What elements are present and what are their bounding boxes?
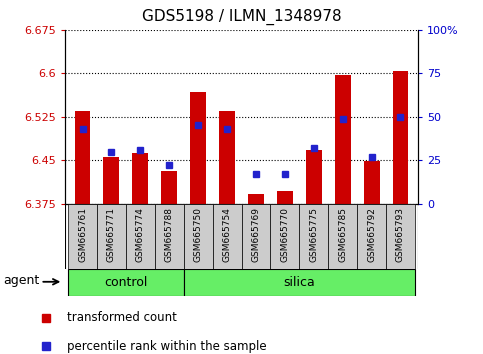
Bar [299,204,328,269]
Text: agent: agent [3,274,40,287]
Bar [306,150,322,204]
Text: GSM665792: GSM665792 [367,207,376,262]
Text: GSM665750: GSM665750 [194,207,203,262]
Bar [393,70,409,204]
Text: GSM665771: GSM665771 [107,207,116,262]
Text: percentile rank within the sample: percentile rank within the sample [67,340,267,353]
Bar [155,204,184,269]
Bar [335,75,351,204]
Text: transformed count: transformed count [67,311,177,324]
Bar [248,194,264,204]
Text: GSM665793: GSM665793 [396,207,405,262]
Bar [357,204,386,269]
Text: silica: silica [284,276,315,289]
Bar [190,92,206,204]
Bar [328,204,357,269]
Bar [386,204,415,269]
Bar [97,204,126,269]
Bar [277,191,293,204]
Bar [126,204,155,269]
Bar [364,161,380,204]
Bar [270,204,299,269]
Text: GSM665788: GSM665788 [165,207,174,262]
Bar [242,204,270,269]
Bar [161,171,177,204]
Text: GSM665761: GSM665761 [78,207,87,262]
Text: GSM665770: GSM665770 [280,207,289,262]
Text: GSM665774: GSM665774 [136,207,145,262]
Bar [68,269,184,296]
Text: GSM665775: GSM665775 [309,207,318,262]
Bar [68,204,97,269]
Bar [103,157,119,204]
Bar [213,204,242,269]
Bar [132,153,148,204]
Bar [219,111,235,204]
Text: GSM665754: GSM665754 [223,207,231,262]
Bar [184,204,213,269]
Text: GSM665769: GSM665769 [252,207,260,262]
Bar [74,111,90,204]
Text: GSM665785: GSM665785 [338,207,347,262]
Text: GDS5198 / ILMN_1348978: GDS5198 / ILMN_1348978 [142,9,341,25]
Bar [184,269,415,296]
Text: control: control [104,276,148,289]
